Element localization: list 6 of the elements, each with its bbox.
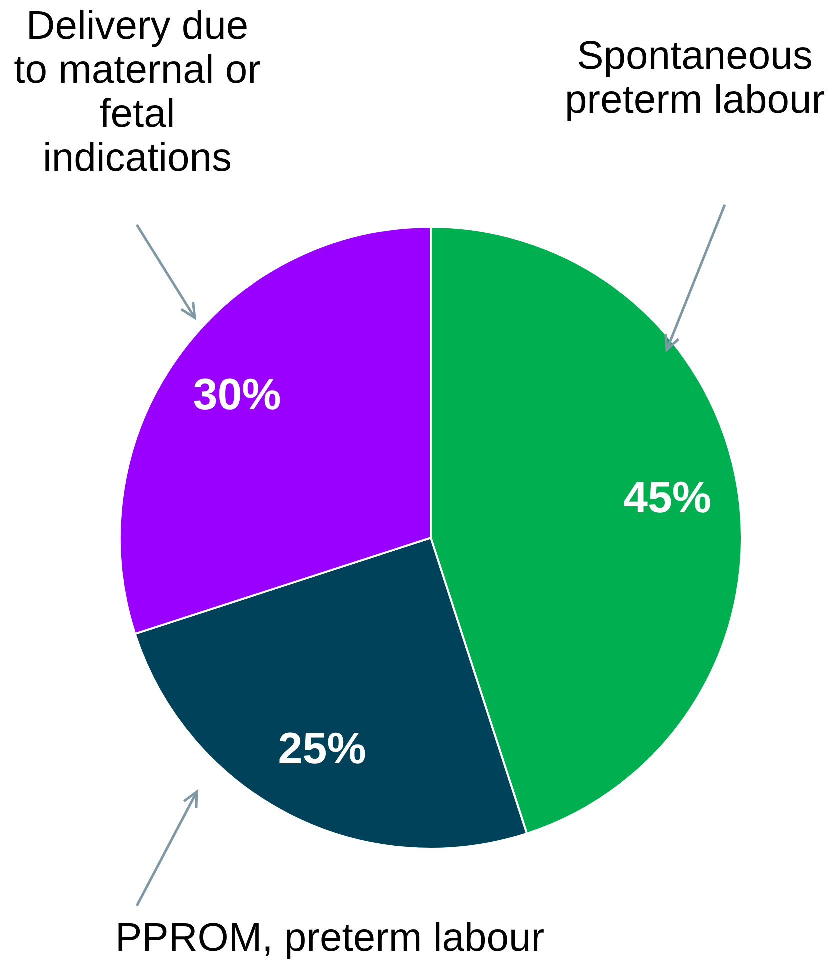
data-label: 25%: [278, 724, 366, 774]
data-label: 45%: [623, 474, 712, 523]
data-label: 30%: [193, 370, 282, 420]
slice-label: PPROM, preterm labour: [114, 916, 546, 960]
slice-label: Spontaneous preterm labour: [564, 34, 826, 122]
slice-label: Delivery due to maternal or fetal indications: [13, 4, 262, 180]
